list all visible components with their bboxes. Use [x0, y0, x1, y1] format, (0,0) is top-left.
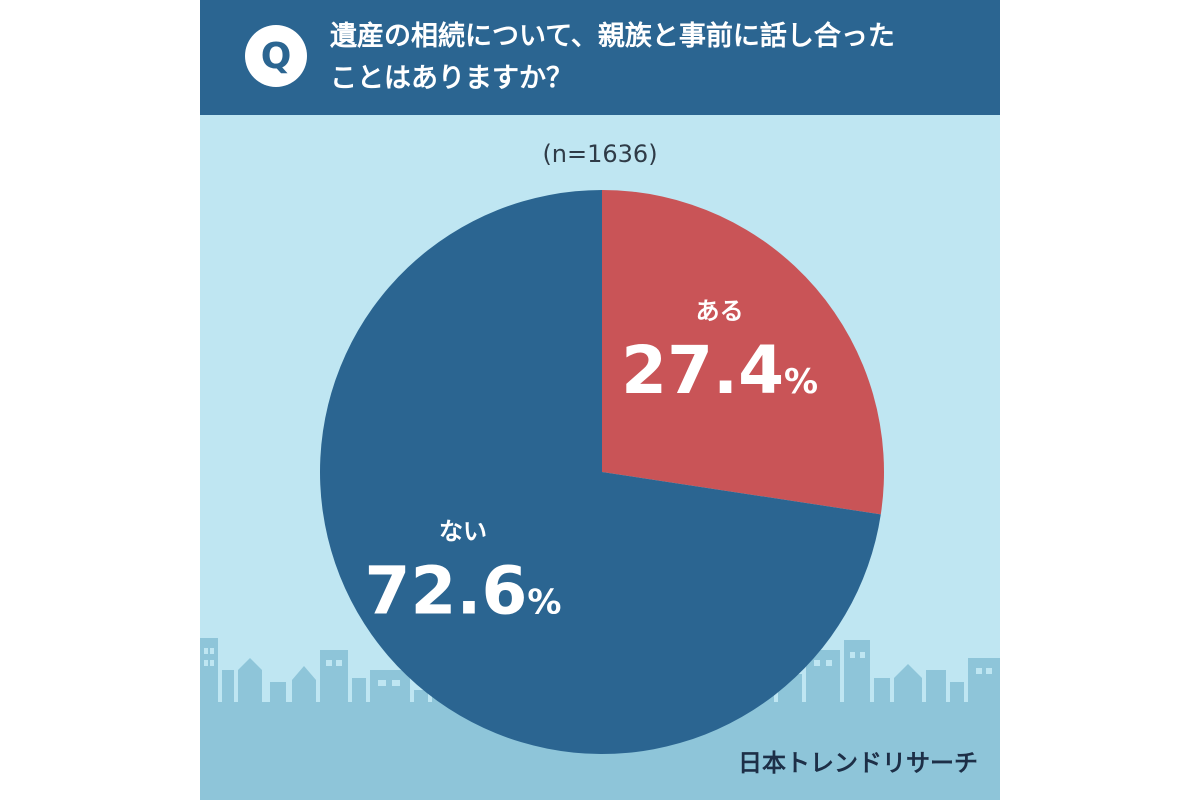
slice-value-label: 27.4%	[621, 332, 818, 409]
slice-value-label: 72.6%	[365, 552, 562, 629]
question-line-1: 遺産の相続について、親族と事前に話し合った	[330, 21, 895, 52]
chart-panel: Q 遺産の相続について、親族と事前に話し合った ことはありますか？ (n=163…	[200, 0, 1000, 800]
pie-slice-no	[320, 190, 881, 754]
question-text: 遺産の相続について、親族と事前に話し合った ことはありますか？	[330, 16, 970, 100]
slice-category-label: ある	[696, 297, 744, 325]
pie-chart: ある 27.4% ない 72.6%	[320, 190, 884, 754]
slice-category-label: ない	[439, 517, 487, 545]
pie-slice-yes	[602, 190, 884, 515]
question-badge: Q	[245, 25, 307, 87]
brand-logo-text: 日本トレンドリサーチ	[738, 749, 978, 777]
question-header: Q 遺産の相続について、親族と事前に話し合った ことはありますか？	[200, 0, 1000, 115]
question-line-2: ことはありますか？	[330, 63, 573, 94]
sample-size-label: (n=1636)	[542, 140, 658, 168]
